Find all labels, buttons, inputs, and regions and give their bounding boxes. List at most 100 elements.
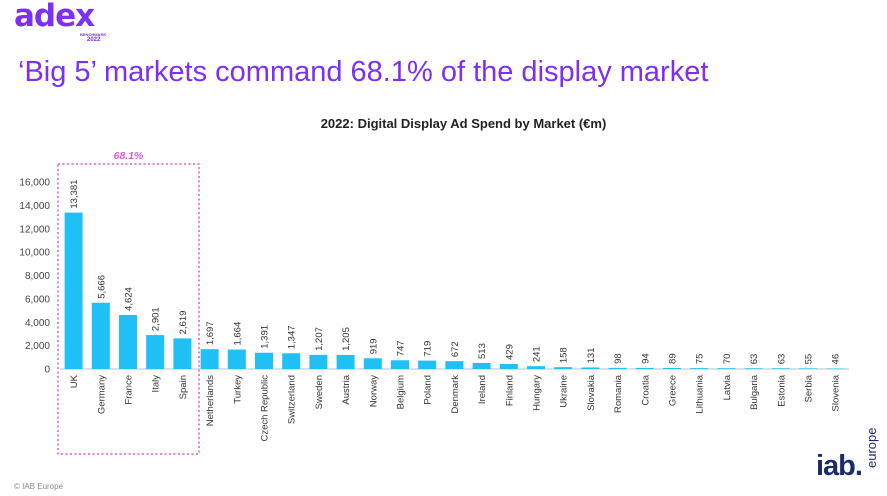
bar-poland [418, 360, 437, 369]
category-label: Switzerland [287, 375, 298, 424]
bar-france [119, 314, 137, 369]
y-tick-label: 16,000 [19, 178, 50, 189]
bar-sweden [309, 354, 328, 369]
category-label: Poland [423, 375, 434, 405]
chart-title: 2022: Digital Display Ad Spend by Market… [320, 116, 607, 131]
bar-austria [336, 354, 355, 369]
category-label: Finland [504, 375, 515, 406]
bar-greece [663, 367, 681, 369]
category-label: Serbia [804, 374, 815, 402]
y-tick-label: 0 [44, 365, 50, 376]
y-tick-label: 14,000 [19, 201, 50, 212]
bar-romania [608, 367, 627, 369]
category-label: Turkey [232, 375, 243, 404]
category-label: Estonia [776, 374, 787, 406]
data-label: 1,664 [232, 322, 243, 346]
logo-word: adex [14, 0, 95, 34]
logo-year: 2022 [87, 37, 101, 43]
category-label: Hungary [532, 375, 543, 411]
data-label: 89 [668, 353, 679, 364]
data-label: 1,205 [341, 327, 352, 351]
category-label: Ukraine [559, 375, 570, 408]
bar-lithuania [690, 368, 709, 369]
copyright-footer: © IAB Europe [14, 482, 64, 491]
category-label: Slovakia [586, 374, 597, 411]
category-label: Greece [668, 375, 679, 406]
bar-bulgaria [744, 368, 763, 369]
data-label: 4,624 [124, 287, 135, 311]
bar-finland [499, 363, 518, 369]
logo-subtitle: BENCHMARK [80, 32, 107, 37]
data-label: 429 [504, 344, 515, 360]
category-label: Ireland [477, 375, 488, 404]
category-label: Romania [613, 374, 624, 413]
bar-hungary [527, 366, 545, 369]
bar-spain [173, 338, 192, 369]
category-label: Norway [368, 375, 379, 407]
category-label: Latvia [722, 374, 733, 400]
bar-ukraine [554, 367, 573, 369]
iab-europe-logo: iab. europe [816, 428, 880, 488]
data-label: 1,391 [260, 325, 271, 349]
data-label: 241 [532, 346, 543, 362]
y-tick-label: 6,000 [25, 294, 50, 305]
category-label: Bulgaria [749, 374, 760, 410]
bar-slovenia [826, 368, 845, 369]
y-tick-label: 12,000 [19, 224, 50, 235]
adex-logo: adex BENCHMARK 2022 [14, 0, 114, 46]
data-label: 747 [396, 340, 407, 356]
y-tick-label: 8,000 [25, 271, 50, 282]
page-title: ‘Big 5’ markets command 68.1% of the dis… [18, 56, 709, 88]
iab-logo-word: iab. [816, 450, 863, 482]
data-label: 46 [831, 354, 842, 365]
data-label: 63 [749, 354, 760, 365]
category-label: UK [69, 374, 80, 388]
data-label: 158 [559, 347, 570, 363]
category-label: Croatia [640, 374, 651, 405]
data-label: 2,619 [178, 311, 189, 335]
y-tick-label: 2,000 [25, 341, 50, 352]
category-label: Lithuania [695, 374, 706, 413]
category-label: Belgium [396, 375, 407, 409]
bar-italy [146, 335, 165, 369]
category-label: Denmark [450, 375, 461, 414]
data-label: 94 [640, 353, 651, 364]
y-tick-label: 4,000 [25, 318, 50, 329]
bar-ireland [472, 363, 491, 369]
bar-uk [64, 212, 83, 369]
data-label: 55 [804, 354, 815, 365]
data-label: 1,347 [287, 325, 298, 349]
bar-norway [363, 358, 382, 369]
bar-denmark [445, 361, 464, 369]
bar-estonia [771, 368, 790, 369]
bar-chart: 0 2,000 4,000 6,000 8,000 10,000 12,000 14,000 1… [19, 150, 849, 455]
bar-latvia [717, 368, 736, 369]
bar-netherlands [200, 349, 219, 369]
data-label: 98 [613, 353, 624, 364]
data-label: 672 [450, 341, 461, 357]
bar-switzerland [282, 353, 301, 369]
bar-germany [91, 302, 110, 369]
category-label: Slovenia [831, 374, 842, 411]
category-label: France [124, 375, 135, 405]
bar-turkey [227, 349, 246, 369]
data-label: 75 [695, 354, 706, 365]
data-label: 13,381 [69, 180, 80, 209]
data-label: 1,207 [314, 327, 325, 351]
category-label: Sweden [314, 375, 325, 409]
data-label: 5,666 [96, 275, 107, 299]
category-label: Netherlands [205, 375, 216, 426]
bar-croatia [635, 367, 654, 369]
category-label: Spain [178, 375, 189, 399]
highlight-label: 68.1% [114, 150, 144, 162]
data-label: 63 [776, 354, 787, 365]
data-label: 719 [423, 341, 434, 357]
bar-serbia [799, 368, 817, 369]
data-label: 131 [586, 348, 597, 364]
data-label: 70 [722, 354, 733, 365]
highlight-box [57, 163, 200, 455]
data-label: 919 [368, 338, 379, 354]
bar-belgium [391, 360, 409, 369]
data-label: 513 [477, 343, 488, 359]
bar-slovakia [581, 367, 600, 369]
